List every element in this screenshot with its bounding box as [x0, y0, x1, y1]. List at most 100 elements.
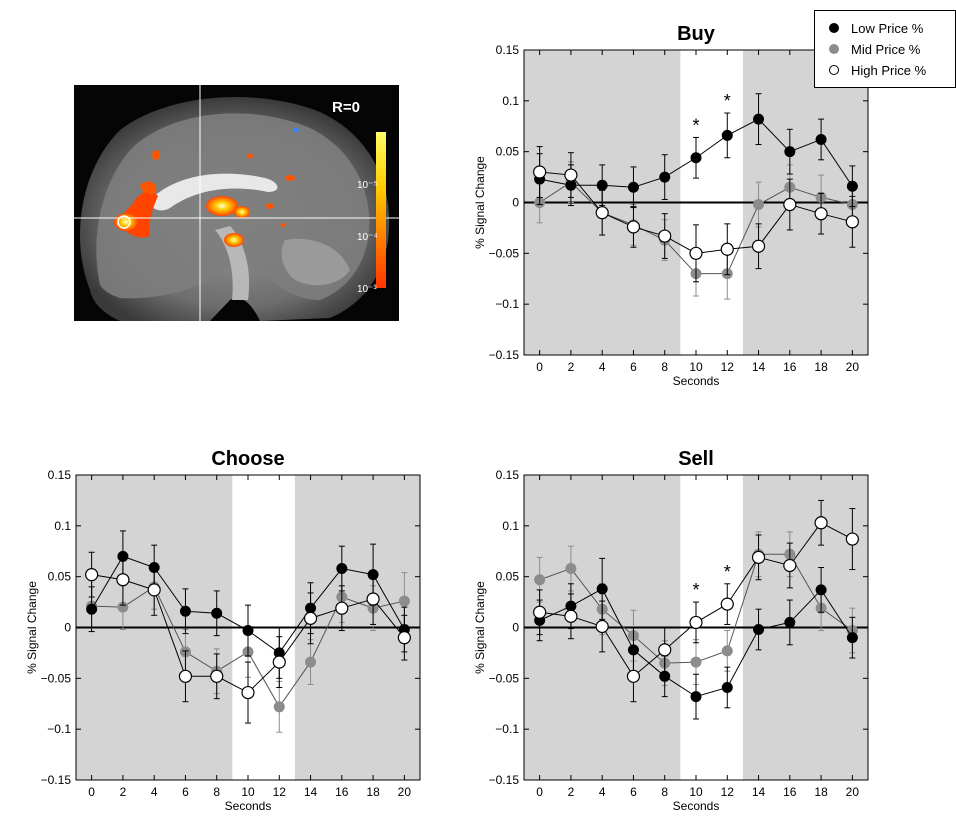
y-tick-label: −0.1: [495, 722, 519, 736]
data-point: [690, 691, 702, 703]
data-point: [846, 632, 858, 644]
data-point: [335, 601, 349, 615]
data-point: [534, 574, 546, 586]
data-point: [753, 113, 765, 125]
data-point: [147, 583, 161, 597]
x-tick-label: 4: [151, 785, 158, 799]
y-tick-label: 0.05: [48, 570, 72, 584]
x-tick-label: 16: [783, 785, 797, 799]
legend-label: High Price %: [851, 63, 927, 78]
significance-asterisk: *: [692, 115, 699, 135]
x-tick-label: 12: [721, 360, 735, 374]
y-tick-label: −0.15: [489, 773, 520, 787]
y-tick-label: 0: [512, 621, 519, 635]
data-point: [658, 643, 672, 657]
data-point: [815, 584, 827, 596]
x-tick-label: 14: [752, 360, 766, 374]
x-tick-label: 20: [846, 360, 860, 374]
x-tick-label: 18: [366, 785, 380, 799]
data-point: [721, 645, 733, 657]
data-point: [564, 168, 578, 182]
legend-item: Mid Price %: [815, 40, 955, 60]
significance-asterisk: *: [692, 580, 699, 600]
x-tick-label: 2: [568, 785, 575, 799]
series-high: [533, 146, 859, 283]
data-point: [753, 624, 765, 636]
colorbar: [376, 132, 386, 288]
data-point: [273, 701, 285, 713]
significance-asterisk: *: [724, 91, 731, 111]
legend-item: Low Price %: [815, 19, 955, 39]
x-tick-label: 6: [630, 785, 637, 799]
data-point: [303, 611, 318, 625]
x-tick-label: 0: [536, 785, 543, 799]
y-tick-label: 0.1: [502, 519, 519, 533]
y-tick-label: 0: [64, 621, 71, 635]
data-point: [784, 616, 796, 628]
chart-choose: 0.15 0.1 0.05 0 −0.05 −0.1 −0.15 0 2 4 6 8 10 12 14 16 1…: [25, 448, 421, 813]
y-tick-label: 0.1: [502, 94, 519, 108]
x-tick-label: 12: [721, 785, 735, 799]
significance-asterisk: *: [724, 562, 731, 582]
x-tick-label: 4: [599, 785, 606, 799]
data-point: [814, 207, 828, 221]
x-tick-label: 4: [599, 360, 606, 374]
data-point: [783, 197, 797, 212]
chart-buy: 0.15 0.1 0.05 0 −0.05 −0.1 −0.15 0 2 4 6 8 10 12 14 16 1…: [473, 23, 869, 388]
y-tick-label: −0.05: [41, 671, 72, 685]
data-point: [721, 681, 733, 693]
x-tick-label: 20: [846, 785, 860, 799]
series-high: [533, 499, 859, 703]
data-point: [659, 171, 671, 183]
data-point: [689, 615, 703, 630]
y-tick-label: −0.05: [489, 246, 520, 260]
data-point: [178, 669, 193, 683]
data-point: [397, 631, 411, 645]
y-axis-label: % Signal Change: [25, 581, 39, 674]
x-tick-label: 2: [568, 360, 575, 374]
x-tick-label: 18: [814, 360, 828, 374]
x-tick-label: 12: [273, 785, 287, 799]
data-point: [272, 655, 286, 669]
data-point: [398, 595, 410, 607]
legend-label: Low Price %: [851, 21, 924, 36]
data-point: [336, 563, 348, 575]
data-point: [690, 656, 702, 668]
x-tick-label: 8: [661, 785, 668, 799]
x-tick-label: 6: [630, 360, 637, 374]
data-point: [85, 568, 99, 582]
y-tick-label: −0.15: [41, 773, 72, 787]
x-tick-label: 16: [783, 360, 797, 374]
series-high: [85, 551, 411, 724]
x-tick-label: 8: [213, 785, 220, 799]
x-tick-label: 8: [661, 360, 668, 374]
data-point: [565, 563, 577, 575]
x-tick-label: 10: [689, 785, 703, 799]
y-axis-label: % Signal Change: [473, 156, 487, 249]
data-point: [815, 133, 827, 145]
y-tick-label: 0.15: [496, 43, 520, 57]
x-tick-label: 10: [241, 785, 255, 799]
data-point: [689, 246, 703, 260]
data-point: [751, 550, 766, 564]
data-point: [116, 573, 130, 587]
data-point: [658, 229, 672, 243]
data-point: [720, 242, 734, 256]
y-tick-label: −0.15: [489, 348, 520, 362]
data-point: [751, 239, 766, 253]
data-point: [659, 670, 671, 682]
x-tick-label: 16: [335, 785, 349, 799]
data-point: [564, 609, 578, 623]
data-point: [845, 215, 859, 229]
data-point: [753, 199, 765, 211]
data-point: [721, 129, 733, 141]
x-axis-label: Seconds: [225, 799, 272, 813]
data-point: [533, 605, 547, 619]
series-low: [534, 93, 858, 209]
data-point: [783, 558, 797, 573]
x-axis-label: Seconds: [673, 799, 720, 813]
data-point: [626, 669, 641, 683]
legend-marker: [829, 44, 839, 54]
chart-title: Choose: [211, 448, 284, 470]
